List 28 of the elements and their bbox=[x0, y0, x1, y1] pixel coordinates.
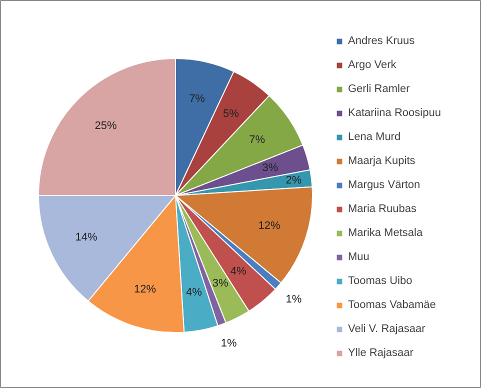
data-label: 7% bbox=[249, 134, 266, 146]
legend-label: Margus Värton bbox=[348, 178, 420, 193]
data-label: 14% bbox=[75, 232, 98, 244]
legend-label: Katariina Roosipuu bbox=[348, 106, 441, 121]
data-label: 5% bbox=[222, 108, 240, 120]
data-label: 25% bbox=[94, 120, 117, 132]
data-label: 12% bbox=[258, 220, 281, 232]
legend-label: Maria Ruubas bbox=[348, 202, 416, 217]
legend-label: Toomas Vabamäe bbox=[348, 298, 436, 313]
legend-label: Gerli Ramler bbox=[348, 82, 410, 97]
legend-label: Ylle Rajasaar bbox=[348, 346, 414, 361]
data-label: 3% bbox=[262, 162, 278, 174]
data-label: 7% bbox=[189, 93, 206, 106]
legend-label: Veli V. Rajasaar bbox=[348, 322, 426, 337]
data-label: 2% bbox=[286, 174, 302, 187]
data-label: 3% bbox=[212, 277, 228, 290]
legend-label: Argo Verk bbox=[348, 58, 396, 73]
legend-label: Muu bbox=[348, 250, 370, 265]
data-label: 4% bbox=[230, 266, 247, 278]
data-label: 12% bbox=[134, 283, 156, 296]
legend-label: Maarja Kupits bbox=[348, 154, 416, 169]
legend-label: Andres Kruus bbox=[348, 34, 415, 49]
data-label: 1% bbox=[220, 338, 238, 350]
legend-label: Lena Murd bbox=[348, 130, 401, 145]
legend-label: Toomas Uibo bbox=[348, 274, 412, 289]
legend-label: Marika Metsala bbox=[348, 226, 423, 241]
data-label: 4% bbox=[186, 286, 202, 298]
data-label: 1% bbox=[286, 294, 302, 306]
